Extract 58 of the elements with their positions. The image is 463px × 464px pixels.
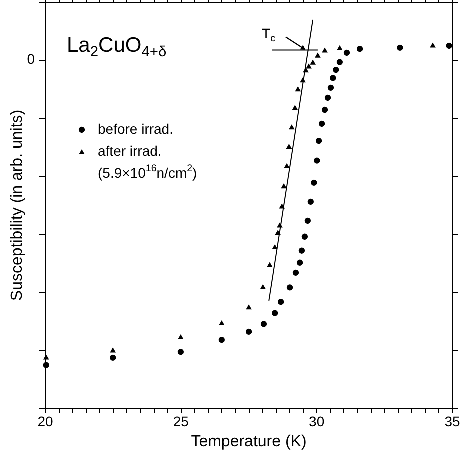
x-tick-label: 20 bbox=[38, 414, 54, 430]
point bbox=[292, 270, 300, 276]
point bbox=[314, 158, 320, 164]
point bbox=[286, 144, 292, 150]
x-tick-label: 35 bbox=[444, 414, 460, 430]
point bbox=[110, 354, 116, 362]
point bbox=[344, 50, 350, 56]
point bbox=[279, 204, 286, 209]
x-axis-title: Temperature (K) bbox=[191, 434, 307, 450]
point bbox=[278, 299, 284, 306]
point bbox=[337, 45, 343, 50]
point bbox=[333, 66, 340, 74]
point bbox=[322, 48, 328, 53]
point bbox=[430, 42, 436, 48]
point bbox=[296, 260, 304, 266]
point bbox=[178, 349, 184, 356]
point bbox=[110, 348, 116, 353]
point bbox=[218, 320, 225, 326]
point bbox=[281, 184, 287, 189]
point bbox=[336, 59, 344, 66]
point bbox=[218, 337, 225, 344]
point bbox=[304, 218, 312, 224]
point bbox=[397, 44, 404, 52]
legend-label: before irrad. bbox=[98, 121, 174, 137]
text: 0 bbox=[27, 51, 36, 67]
point bbox=[322, 106, 328, 114]
point bbox=[316, 138, 322, 144]
point bbox=[311, 180, 318, 186]
point bbox=[43, 362, 50, 368]
point bbox=[260, 321, 268, 328]
point bbox=[330, 75, 336, 82]
point bbox=[286, 284, 294, 291]
point bbox=[43, 354, 50, 360]
point bbox=[356, 46, 364, 52]
point bbox=[306, 64, 312, 69]
point bbox=[246, 328, 252, 336]
x-tick-label: 30 bbox=[309, 414, 325, 430]
point bbox=[267, 262, 273, 268]
point bbox=[324, 94, 332, 102]
point bbox=[260, 284, 266, 290]
point bbox=[289, 124, 295, 130]
point bbox=[298, 248, 306, 254]
point bbox=[272, 310, 278, 316]
point bbox=[310, 60, 316, 65]
point bbox=[178, 334, 184, 340]
point bbox=[318, 120, 326, 128]
point bbox=[446, 42, 452, 50]
point bbox=[295, 86, 302, 92]
point bbox=[308, 198, 314, 206]
point bbox=[328, 84, 334, 91]
point bbox=[292, 105, 298, 110]
point bbox=[315, 52, 321, 58]
x-tick-label: 25 bbox=[173, 414, 190, 430]
point bbox=[302, 234, 308, 240]
point bbox=[284, 163, 290, 168]
point bbox=[246, 304, 252, 310]
y-axis-title: Susceptibility (in arb. units) bbox=[9, 110, 26, 302]
point bbox=[272, 244, 278, 250]
